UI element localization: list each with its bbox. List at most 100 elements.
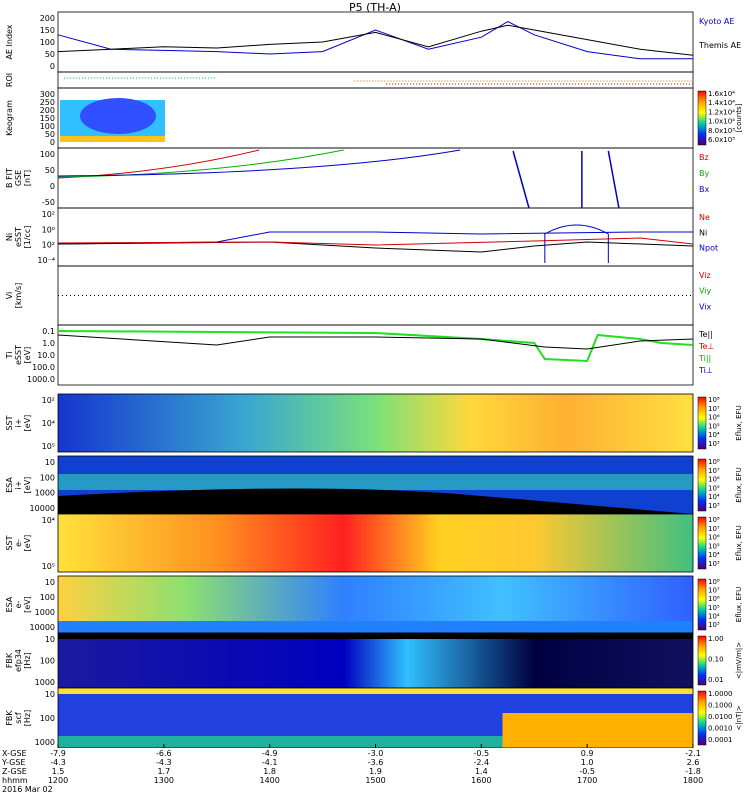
colorbar-tick: 1.00 [708, 635, 724, 643]
footer-row-label: Y-GSE [2, 758, 25, 767]
legend-entry: Te⊥ [698, 342, 714, 351]
by-curve [57, 149, 344, 178]
colorbar-tick: 10⁸ [708, 458, 720, 466]
footer-value: -4.9 [262, 749, 278, 758]
y-tick-label: 200 [40, 106, 55, 115]
footer-value: -6.6 [156, 749, 172, 758]
colorbar-tick: 1.0000 [708, 690, 733, 698]
y-tick-label: 10 [45, 578, 55, 587]
y-axis-label: [eV] [23, 347, 32, 364]
spectrogram-sst-ions [58, 394, 693, 452]
colorbar [697, 90, 707, 146]
y-axis-label: i+ [14, 481, 23, 490]
footer-value: 1.9 [369, 767, 382, 776]
y-axis-label: e- [14, 600, 23, 608]
footer-value: 1.8 [263, 767, 276, 776]
ti-line [57, 330, 694, 363]
y-tick-label: 10² [42, 241, 55, 250]
y-axis-label: AE Index [5, 24, 14, 59]
colorbar [697, 458, 707, 512]
legend-entry: Ti|| [698, 354, 711, 363]
colorbar [697, 396, 707, 450]
colorbar-label: <|nT|> [735, 705, 743, 730]
colorbar-tick: 10⁷ [708, 587, 720, 595]
colorbar-tick: 10³ [708, 560, 720, 568]
colorbar-tick: 10⁵ [708, 484, 720, 492]
footer-value: 1.7 [157, 767, 170, 776]
y-axis-label: [1/cc] [23, 226, 32, 249]
colorbar-tick: 10⁶ [708, 476, 720, 484]
y-axis-label: [eV] [23, 596, 32, 613]
y-axis-label: ESA [5, 477, 14, 493]
y-axis-label: [Hz] [23, 652, 32, 668]
colorbar-tick: 0.0100 [708, 713, 733, 721]
y-tick-label: 100 [40, 657, 55, 666]
footer-value: 1.5 [52, 767, 65, 776]
y-axis-label: eSST [14, 345, 23, 365]
footer-value: -4.1 [262, 758, 278, 767]
y-tick-label: 10⁻⁴ [37, 256, 55, 265]
y-tick-label: 1000 [35, 489, 55, 498]
colorbar-tick: 0.01 [708, 676, 724, 684]
footer-value: 1.0 [581, 758, 594, 767]
y-tick-label: 100 [40, 122, 55, 131]
y-axis-label: Keogram [5, 100, 14, 136]
footer-value: -4.3 [156, 758, 172, 767]
y-tick-label: 200 [40, 14, 55, 23]
y-axis-label: FBK [5, 652, 14, 668]
y-axis-label: eSST [14, 227, 23, 247]
colorbar-tick: 10⁶ [708, 595, 720, 603]
colorbar [697, 578, 707, 631]
y-tick-label: 10² [42, 396, 55, 405]
y-axis-label: FBK [5, 710, 14, 726]
y-tick-label: 100 [40, 593, 55, 602]
npot-spike [544, 224, 609, 263]
y-axis-label: [eV] [23, 535, 32, 552]
footer-value: -0.5 [474, 749, 490, 758]
colorbar-label: Eflux, EFU [735, 525, 743, 560]
colorbar-label: Eflux, EFU [735, 405, 743, 440]
y-tick-label: 0.1 [42, 327, 55, 336]
footer-row-label: Z-GSE [2, 767, 27, 776]
ni-line [57, 241, 694, 253]
legend-entry: By [699, 169, 709, 178]
y-tick-label: 50 [45, 166, 55, 175]
footer-value: -2.4 [474, 758, 490, 767]
ae-series-line [57, 21, 693, 60]
colorbar-tick: 0.0001 [708, 736, 733, 744]
y-tick-label: 0 [50, 182, 55, 191]
y-tick-label: 50 [45, 50, 55, 59]
y-tick-label: 1000 [35, 738, 55, 747]
legend-entry: Viy [699, 287, 712, 296]
y-tick-label: 1000.0 [27, 375, 55, 384]
colorbar-tick: 10⁴ [708, 551, 720, 559]
colorbar-tick: 10⁷ [708, 405, 720, 413]
panel-fbk_e: 1000 100 10 FBK efp34 [Hz] 1.00 0.10 0.01 <|mV/m|… [5, 632, 743, 689]
bx-trace [607, 150, 620, 209]
y-tick-label: 10000 [30, 504, 55, 513]
colorbar-tick: 1.4x10⁴ [708, 99, 735, 107]
colorbar-tick: 10⁸ [708, 578, 720, 586]
panel-frame [57, 71, 694, 89]
y-tick-label: 1000 [35, 608, 55, 617]
y-tick-label: 10 [45, 635, 55, 644]
y-tick-label: 1.0 [42, 339, 55, 348]
bz-curve [57, 149, 260, 179]
footer-value: -0.5 [579, 767, 595, 776]
legend-entry: Ni [699, 228, 707, 237]
footer-value: 2.6 [687, 758, 700, 767]
y-axis-label: B FIT [5, 168, 14, 188]
y-tick-label: 10² [42, 210, 55, 219]
colorbar-tick: 10⁴ [708, 612, 720, 620]
y-tick-label: 150 [40, 114, 55, 123]
colorbar-tick: 10⁵ [708, 542, 720, 550]
spectrogram-fbk-efield [58, 633, 693, 688]
y-tick-label: -50 [42, 198, 55, 207]
footer-value: -3.6 [368, 758, 384, 767]
y-tick-label: 1000 [35, 678, 55, 687]
y-tick-label: 100 [40, 714, 55, 723]
footer-row-label: 2016 Mar 02 [2, 785, 53, 794]
y-axis-label: [km/s] [14, 283, 23, 309]
panel-frame [57, 513, 694, 573]
